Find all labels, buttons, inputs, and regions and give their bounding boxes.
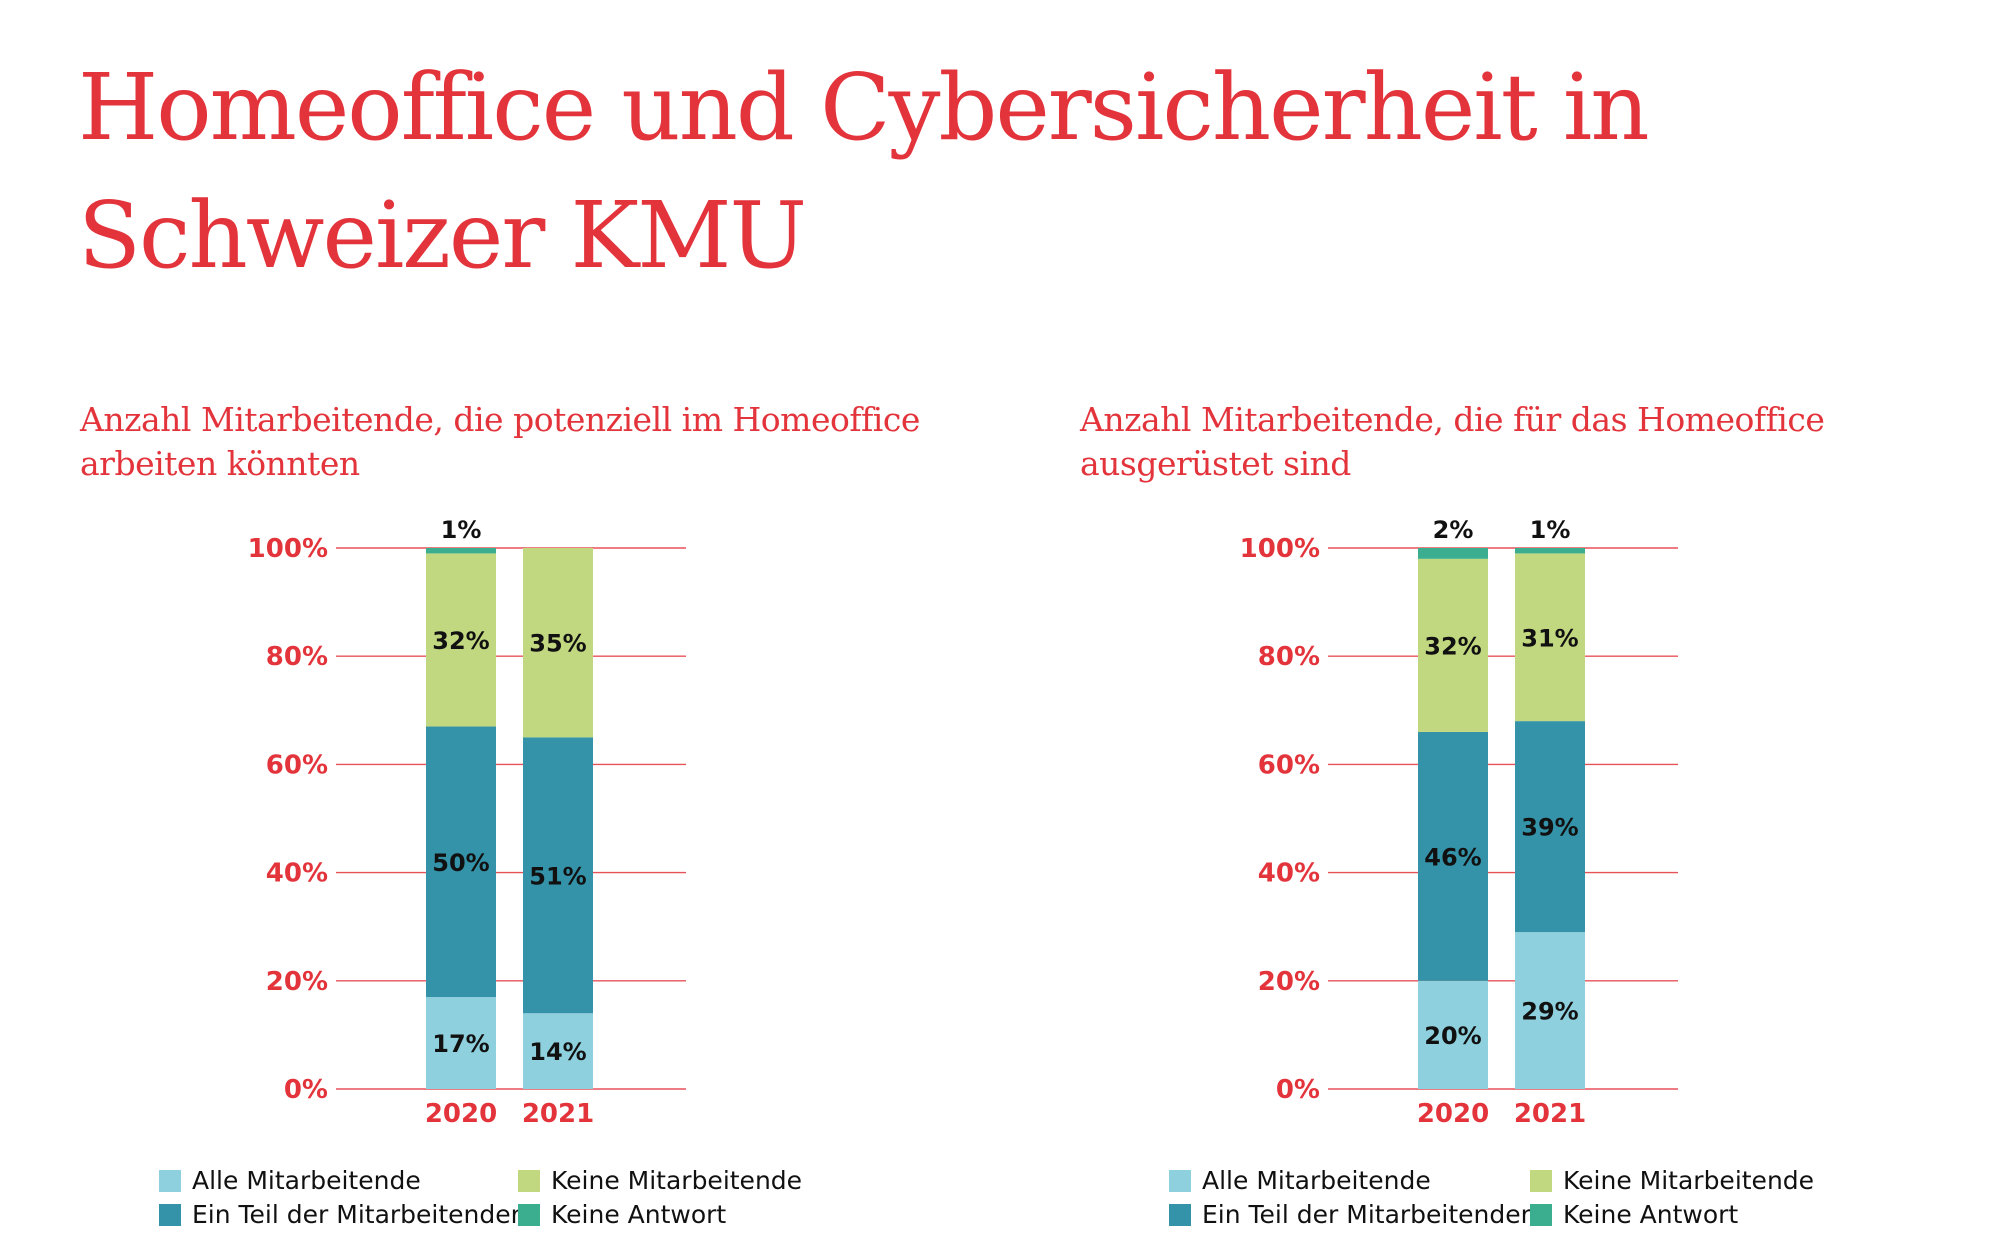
chart-title-left-line-1: Anzahl Mitarbeitende, die potenziell im …	[80, 400, 920, 439]
bar-segment-2021-2	[523, 548, 593, 738]
legend-swatch	[1169, 1169, 1191, 1192]
y-tick-label: 40%	[266, 859, 328, 889]
data-label: 46%	[1424, 843, 1481, 871]
x-tick-label: 2021	[1514, 1099, 1586, 1129]
bar-segment-2021-0	[1515, 932, 1585, 1089]
legend-swatch	[1530, 1169, 1552, 1192]
legend-item: Ein Teil der Mitarbeitenden	[159, 1200, 527, 1229]
legend-item: Keine Antwort	[518, 1200, 726, 1229]
data-label: 29%	[1521, 998, 1578, 1026]
chart-title-left: Anzahl Mitarbeitende, die potenziell im …	[80, 398, 980, 486]
data-label: 50%	[432, 849, 489, 877]
bar-segment-2021-0	[523, 1013, 593, 1089]
legend-label: Alle Mitarbeitende	[1202, 1166, 1431, 1195]
y-tick-label: 80%	[1258, 642, 1320, 672]
y-tick-label: 100%	[248, 534, 328, 564]
y-tick-label: 40%	[1258, 859, 1320, 889]
data-label: 2%	[1433, 516, 1474, 544]
chart-title-left-line-2: arbeiten könnten	[80, 444, 360, 483]
data-label: 20%	[1424, 1022, 1481, 1050]
data-label: 32%	[1424, 632, 1481, 660]
chart-title-right-line-1: Anzahl Mitarbeitende, die für das Homeof…	[1080, 400, 1825, 439]
bar-segment-2021-3	[1515, 548, 1585, 554]
data-label: 35%	[529, 630, 586, 658]
bar-segment-2020-0	[426, 997, 496, 1089]
y-tick-label: 20%	[1258, 967, 1320, 997]
x-tick-label: 2021	[522, 1099, 594, 1129]
data-label: 32%	[432, 627, 489, 655]
bar-segment-2021-1	[1515, 721, 1585, 933]
data-label: 31%	[1521, 624, 1578, 652]
y-tick-label: 100%	[1240, 534, 1320, 564]
bar-segment-2020-1	[426, 726, 496, 998]
chart-right: 0% 20% 40% 60% 80% 100% 20% 46% 32% 2% 2020 29% 39% 3…	[1240, 516, 1678, 1129]
legend-item: Keine Mitarbeitende	[1530, 1166, 1814, 1195]
bar-segment-2021-2	[1515, 553, 1585, 722]
legend-label: Keine Antwort	[1563, 1200, 1739, 1229]
y-tick-label: 60%	[1258, 750, 1320, 780]
x-tick-label: 2020	[425, 1099, 497, 1129]
chart-title-right: Anzahl Mitarbeitende, die für das Homeof…	[1080, 398, 1980, 486]
data-label: 51%	[529, 862, 586, 890]
chart-title-right-line-2: ausgerüstet sind	[1080, 444, 1351, 483]
page-title-line-2: Schweizer KMU	[78, 182, 807, 289]
legend-swatch	[1530, 1203, 1552, 1226]
legend-label: Ein Teil der Mitarbeitenden	[1202, 1200, 1537, 1229]
legend-item: Keine Antwort	[1530, 1200, 1738, 1229]
legend-swatch	[159, 1203, 181, 1226]
y-tick-label: 0%	[1276, 1075, 1320, 1105]
bar-segment-2020-3	[426, 548, 496, 554]
legend-label: Ein Teil der Mitarbeitenden	[192, 1200, 527, 1229]
legend-item: Keine Mitarbeitende	[518, 1166, 802, 1195]
legend-label: Keine Mitarbeitende	[551, 1166, 803, 1195]
bar-segment-2020-1	[1418, 731, 1488, 981]
data-label: 14%	[529, 1038, 586, 1066]
bar-segment-2020-3	[1418, 548, 1488, 559]
bar-segment-2020-0	[1418, 980, 1488, 1089]
legend-label: Keine Mitarbeitende	[1563, 1166, 1815, 1195]
legend-label: Keine Antwort	[551, 1200, 727, 1229]
data-label: 17%	[432, 1030, 489, 1058]
page-title: Homeoffice und Cybersicherheit in Schwei…	[78, 44, 1650, 300]
y-tick-label: 80%	[266, 642, 328, 672]
page-title-line-1: Homeoffice und Cybersicherheit in	[78, 54, 1650, 161]
y-tick-label: 60%	[266, 750, 328, 780]
legend-swatch	[518, 1169, 540, 1192]
legend-item: Alle Mitarbeitende	[1169, 1166, 1431, 1195]
data-label: 1%	[441, 516, 482, 544]
x-tick-label: 2020	[1417, 1099, 1489, 1129]
legend-item: Ein Teil der Mitarbeitenden	[1169, 1200, 1537, 1229]
legend-swatch	[518, 1203, 540, 1226]
y-tick-label: 0%	[284, 1075, 328, 1105]
bar-segment-2020-2	[1418, 558, 1488, 732]
bar-segment-2020-2	[426, 553, 496, 727]
legend-label: Alle Mitarbeitende	[192, 1166, 421, 1195]
legend-swatch	[1169, 1203, 1191, 1226]
chart-left: 0% 20% 40% 60% 80% 100% 17% 50% 32% 1% 2020 14% 51% 3…	[248, 516, 686, 1129]
legend-item: Alle Mitarbeitende	[159, 1166, 421, 1195]
data-label: 39%	[1521, 814, 1578, 842]
y-tick-label: 20%	[266, 967, 328, 997]
data-label: 1%	[1530, 516, 1571, 544]
bar-segment-2021-1	[523, 737, 593, 1014]
legend-swatch	[159, 1169, 181, 1192]
